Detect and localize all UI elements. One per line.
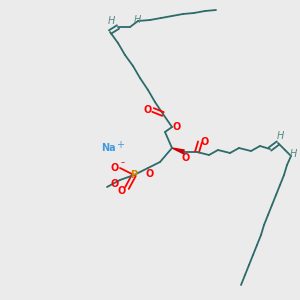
Text: O: O (146, 169, 154, 179)
Text: O: O (111, 179, 119, 189)
Text: O: O (173, 122, 181, 132)
Text: O: O (182, 153, 190, 163)
Text: O: O (111, 163, 119, 173)
Polygon shape (172, 148, 184, 154)
Text: O: O (201, 137, 209, 147)
Text: H: H (289, 149, 297, 159)
Text: H: H (133, 15, 141, 25)
Text: O: O (118, 186, 126, 196)
Text: P: P (130, 170, 138, 180)
Text: –: – (121, 158, 125, 167)
Text: +: + (116, 140, 124, 150)
Text: Na: Na (101, 143, 115, 153)
Text: H: H (107, 16, 115, 26)
Text: H: H (276, 131, 284, 141)
Text: O: O (144, 105, 152, 115)
